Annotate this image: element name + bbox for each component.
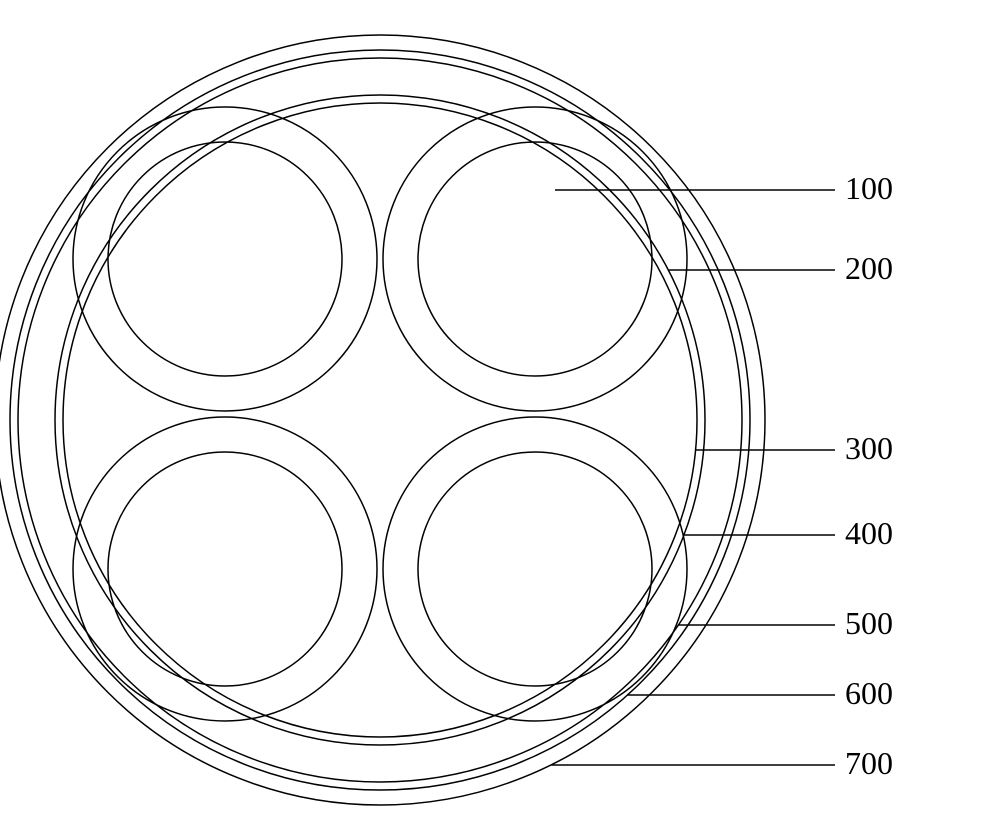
- label-600: 600: [845, 675, 893, 712]
- label-300: 300: [845, 430, 893, 467]
- label-200: 200: [845, 250, 893, 287]
- label-100: 100: [845, 170, 893, 207]
- label-500: 500: [845, 605, 893, 642]
- cable-cross-section-diagram: [0, 0, 1000, 839]
- label-400: 400: [845, 515, 893, 552]
- label-700: 700: [845, 745, 893, 782]
